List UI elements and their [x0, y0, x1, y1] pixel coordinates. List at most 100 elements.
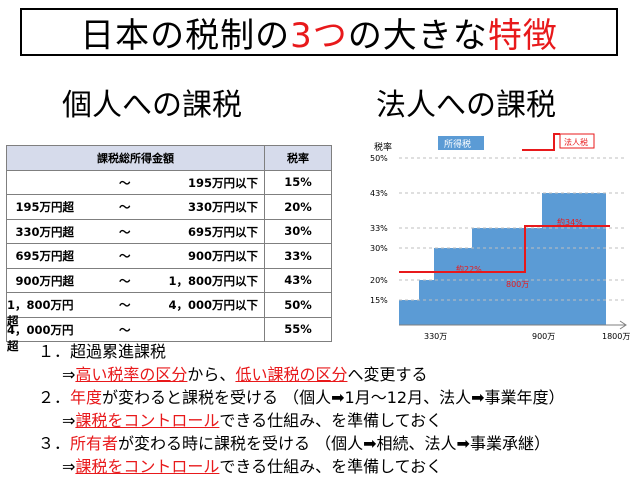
- row-tilde: ～: [119, 249, 131, 263]
- table-row: 4，000万円超 ～ 55%: [6, 316, 332, 353]
- table-header-row: 課税総所得金額 税率: [6, 145, 332, 171]
- row-lower: 695万円超: [15, 249, 74, 263]
- table-row: 1，800万円超～ 4，000万円以下 50%: [6, 292, 332, 328]
- implies-icon: ⇒: [62, 411, 76, 430]
- highlight-text: 低い課税の区分: [235, 365, 348, 384]
- row-rate: 30%: [264, 218, 332, 244]
- y-tick-labels: 50% 43% 33% 30% 20% 15%: [370, 154, 388, 305]
- arrow-right-icon: ➡: [456, 434, 470, 453]
- list-item: １．超過累進課税: [38, 340, 565, 363]
- title-mid: の大きな: [347, 15, 488, 56]
- row-upper: 695万円以下: [187, 224, 258, 239]
- legend-income-tax: 所得税: [444, 138, 471, 150]
- income-tax-step-bar: [542, 193, 606, 325]
- body-text: できる仕組み、を準備しておく: [219, 411, 443, 430]
- arrow-right-icon: ➡: [471, 388, 485, 407]
- row-rate: 15%: [264, 169, 332, 195]
- item-number: １．: [38, 342, 71, 361]
- row-lower: 4，000万円超: [7, 322, 74, 353]
- row-tilde: ～: [119, 200, 131, 214]
- income-tax-step-bar: [399, 300, 419, 325]
- body-text: から、: [187, 365, 236, 384]
- legend-income-tax-swatch: [438, 136, 484, 150]
- table-row: 695万円超 ～ 900万円以下 33%: [6, 243, 332, 269]
- title-highlight2: 特徴: [487, 15, 558, 56]
- row-tilde: ～: [119, 273, 131, 288]
- highlight-text: 課税をコントロール: [75, 411, 220, 430]
- points-list: １．超過累進課税 ⇒高い税率の区分から、低い課税の区分へ変更する ２．年度が変わ…: [38, 340, 565, 478]
- implies-icon: ⇒: [62, 365, 76, 384]
- row-rate: 33%: [264, 243, 332, 269]
- header-income: 課税総所得金額: [6, 145, 265, 171]
- body-text: が変わる時に課税を受ける （個人: [118, 434, 364, 453]
- y-axis-label: 税率: [374, 141, 392, 153]
- highlight-text: 年度: [70, 388, 103, 407]
- row-tilde: ～: [119, 175, 131, 190]
- row-upper: 900万円以下: [187, 249, 258, 263]
- heading-corporate: 法人への課税: [376, 88, 556, 123]
- x-tick-label: 900万: [532, 332, 555, 341]
- item-number: ３．: [38, 434, 71, 453]
- arrow-right-icon: ➡: [331, 388, 345, 407]
- body-text: 1月～12月、法人: [344, 388, 472, 407]
- legend-corporate-tax-box: [559, 133, 595, 149]
- corporate-tax-line: [399, 225, 610, 273]
- table-row: ～ 195万円以下 15%: [6, 169, 332, 195]
- legend-corporate-tax: 法人税: [564, 137, 588, 147]
- heading-individual: 個人への課税: [62, 88, 242, 123]
- income-tax-step-bar: [434, 248, 472, 325]
- table-row: 330万円超 ～ 695万円以下 30%: [6, 218, 332, 244]
- y-tick-label: 43%: [370, 189, 388, 198]
- row-rate: 43%: [264, 267, 332, 293]
- x-tick-labels: 330万 900万 1800万: [424, 332, 630, 341]
- row-upper: 330万円以下: [187, 200, 258, 214]
- list-subitem: ⇒高い税率の区分から、低い課税の区分へ変更する: [38, 363, 565, 386]
- y-tick-label: 20%: [370, 276, 388, 285]
- highlight-text: 高い税率の区分: [75, 365, 188, 384]
- item-number: ２．: [38, 388, 71, 407]
- annotation-34: 約34%: [557, 217, 583, 227]
- row-tilde: ～: [119, 298, 131, 312]
- row-rate: 55%: [264, 316, 332, 342]
- row-tilde: ～: [119, 224, 131, 239]
- body-text: できる仕組み、を準備しておく: [219, 457, 443, 476]
- y-tick-label: 50%: [370, 154, 388, 163]
- row-rate: 20%: [264, 194, 332, 220]
- chart-gridlines: [399, 157, 626, 301]
- row-lower: 330万円超: [15, 224, 74, 239]
- list-subitem: ⇒課税をコントロールできる仕組み、を準備しておく: [38, 455, 565, 478]
- body-text: 相続、法人: [376, 434, 457, 453]
- title-highlight: 3つ: [290, 15, 348, 56]
- x-tick-label: 1800万: [602, 332, 630, 341]
- row-upper: 195万円以下: [187, 175, 258, 190]
- body-text: へ変更する: [347, 365, 428, 384]
- annotation-22: 約22%: [456, 264, 482, 274]
- list-item: ２．年度が変わると課税を受ける （個人➡1月～12月、法人➡事業年度）: [38, 386, 565, 409]
- income-tax-steps: [399, 193, 606, 325]
- body-text: が変わると課税を受ける （個人: [102, 388, 332, 407]
- income-tax-step-bar: [472, 228, 542, 325]
- legend-corporate-tax-line: [522, 133, 560, 151]
- x-tick-label: 330万: [424, 332, 447, 341]
- row-tilde: ～: [119, 322, 131, 337]
- list-subitem: ⇒課税をコントロールできる仕組み、を準備しておく: [38, 409, 565, 432]
- tax-rate-chart: 税率 50%43%33%30%20%15% 330万 900万 1800万 所得税 …: [370, 133, 630, 341]
- header-rate: 税率: [264, 145, 332, 171]
- table-row: 195万円超 ～ 330万円以下 20%: [6, 194, 332, 220]
- arrow-right-icon: ➡: [363, 434, 377, 453]
- list-item: ３．所有者が変わる時に課税を受ける （個人➡相続、法人➡事業承継）: [38, 432, 565, 455]
- income-tax-step-bar: [419, 280, 434, 325]
- x-axis-arrow: [619, 320, 627, 330]
- highlight-text: 所有者: [70, 434, 119, 453]
- item-text: 超過累進課税: [70, 342, 167, 361]
- row-rate: 50%: [264, 292, 332, 318]
- row-upper: 4，000万円以下: [168, 298, 258, 312]
- highlight-text: 課税をコントロール: [75, 457, 220, 476]
- annotation-800: 800万: [506, 280, 529, 289]
- body-text: 事業年度）: [484, 388, 565, 407]
- slide-title: 日本の税制の 3つ の大きな 特徴: [20, 8, 618, 56]
- row-upper: 1，800万円以下: [168, 273, 258, 288]
- y-tick-label: 15%: [370, 296, 388, 305]
- y-tick-label: 30%: [370, 244, 388, 253]
- y-tick-label: 33%: [370, 224, 388, 233]
